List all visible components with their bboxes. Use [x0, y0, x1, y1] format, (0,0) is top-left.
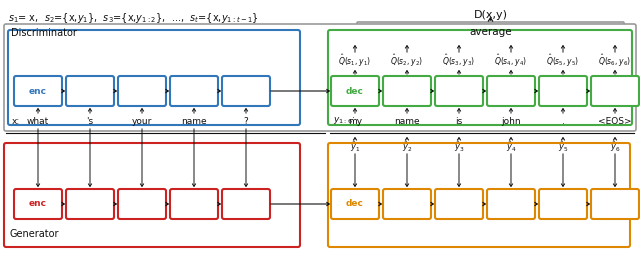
Text: dec: dec [346, 199, 364, 208]
FancyBboxPatch shape [539, 76, 587, 106]
Text: $\hat{Q}(s_4,y_4)$: $\hat{Q}(s_4,y_4)$ [495, 53, 527, 69]
FancyBboxPatch shape [328, 30, 632, 125]
FancyBboxPatch shape [383, 189, 431, 219]
Text: john: john [501, 117, 521, 126]
Text: Generator: Generator [10, 229, 60, 239]
Text: ?: ? [244, 117, 248, 126]
Text: $\hat{y}_4$: $\hat{y}_4$ [506, 140, 516, 154]
FancyBboxPatch shape [66, 189, 114, 219]
Text: D(x,y): D(x,y) [474, 10, 508, 20]
Text: x:: x: [12, 117, 20, 126]
FancyBboxPatch shape [66, 76, 114, 106]
Text: $\hat{y}_3$: $\hat{y}_3$ [454, 140, 464, 154]
Text: $\hat{y}_1$: $\hat{y}_1$ [350, 140, 360, 154]
Text: $y_{1:6}$:: $y_{1:6}$: [333, 116, 355, 126]
FancyBboxPatch shape [14, 189, 62, 219]
Text: $\hat{Q}(s_6,y_6)$: $\hat{Q}(s_6,y_6)$ [598, 53, 632, 69]
FancyBboxPatch shape [331, 189, 379, 219]
FancyBboxPatch shape [222, 189, 270, 219]
FancyBboxPatch shape [435, 189, 483, 219]
Text: $\hat{y}_5$: $\hat{y}_5$ [558, 140, 568, 154]
Text: enc: enc [29, 87, 47, 96]
FancyBboxPatch shape [435, 76, 483, 106]
FancyBboxPatch shape [170, 76, 218, 106]
Text: name: name [394, 117, 420, 126]
Text: dec: dec [346, 87, 364, 96]
FancyBboxPatch shape [222, 76, 270, 106]
FancyBboxPatch shape [591, 189, 639, 219]
FancyBboxPatch shape [591, 76, 639, 106]
Text: $\hat{Q}(s_2,y_2)$: $\hat{Q}(s_2,y_2)$ [390, 53, 424, 69]
Text: 's: 's [86, 117, 93, 126]
FancyBboxPatch shape [170, 189, 218, 219]
Text: .: . [561, 117, 564, 126]
Text: $\hat{y}_6$: $\hat{y}_6$ [610, 140, 620, 154]
Text: $s_1$= x,  $s_2$={x,$y_1$},  $s_3$={x,$y_{1:2}$},  ...,  $s_t$={x,$y_{1:t-1}$}: $s_1$= x, $s_2$={x,$y_1$}, $s_3$={x,$y_{… [8, 11, 259, 25]
Text: average: average [469, 27, 512, 37]
FancyBboxPatch shape [118, 76, 166, 106]
Text: your: your [132, 117, 152, 126]
FancyBboxPatch shape [328, 143, 630, 247]
Text: is: is [456, 117, 463, 126]
Text: enc: enc [29, 199, 47, 208]
Text: Discriminator: Discriminator [11, 28, 77, 38]
FancyBboxPatch shape [8, 30, 300, 125]
FancyBboxPatch shape [118, 189, 166, 219]
FancyBboxPatch shape [14, 76, 62, 106]
FancyBboxPatch shape [4, 24, 636, 131]
FancyBboxPatch shape [487, 76, 535, 106]
FancyBboxPatch shape [331, 76, 379, 106]
Text: $\hat{Q}(s_5,y_5)$: $\hat{Q}(s_5,y_5)$ [547, 53, 579, 69]
FancyBboxPatch shape [539, 189, 587, 219]
FancyBboxPatch shape [4, 143, 300, 247]
Text: $\hat{Q}(s_1,y_1)$: $\hat{Q}(s_1,y_1)$ [339, 53, 371, 69]
Text: $\hat{y}_2$: $\hat{y}_2$ [402, 140, 412, 154]
FancyBboxPatch shape [487, 189, 535, 219]
Text: my: my [348, 117, 362, 126]
Text: what: what [27, 117, 49, 126]
FancyBboxPatch shape [383, 76, 431, 106]
FancyBboxPatch shape [357, 22, 624, 42]
Text: name: name [181, 117, 207, 126]
Text: <EOS>: <EOS> [598, 117, 632, 126]
Text: $\hat{Q}(s_3,y_3)$: $\hat{Q}(s_3,y_3)$ [442, 53, 476, 69]
